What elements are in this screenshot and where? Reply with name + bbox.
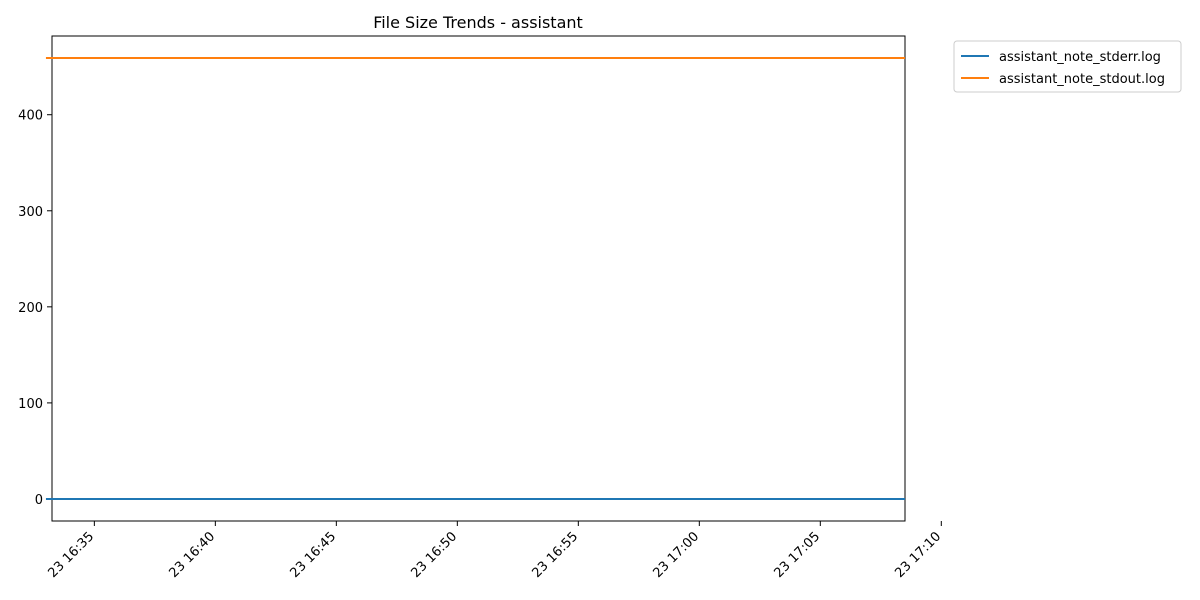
x-tick-label: 23 16:40 — [166, 529, 218, 581]
x-tick-label: 23 16:35 — [45, 529, 97, 581]
x-tick-label: 23 16:50 — [408, 529, 460, 581]
y-tick-label: 300 — [18, 205, 43, 220]
x-tick-label: 23 16:55 — [529, 529, 581, 581]
legend-label: assistant_note_stdout.log — [999, 72, 1165, 87]
legend: assistant_note_stderr.log assistant_note_… — [953, 40, 1182, 93]
x-tick-label: 23 17:10 — [892, 529, 944, 581]
legend-frame — [953, 40, 1182, 93]
chart-title: File Size Trends - assistant — [373, 13, 583, 32]
x-tick-label: 23 17:05 — [771, 529, 823, 581]
y-tick-label: 400 — [18, 109, 43, 124]
x-tick-label: 23 16:45 — [287, 529, 339, 581]
y-tick-label: 100 — [18, 397, 43, 412]
plot-area-frame — [51, 35, 906, 522]
x-axis: 23 16:35 23 16:40 23 16:45 23 16:50 23 16:55… — [45, 521, 944, 581]
x-tick-label: 23 17:00 — [650, 529, 702, 581]
y-axis: 0 100 200 300 400 — [18, 109, 52, 508]
legend-label: assistant_note_stderr.log — [999, 50, 1161, 65]
series-group — [45, 57, 905, 500]
y-tick-label: 0 — [35, 493, 43, 508]
y-tick-label: 200 — [18, 301, 43, 316]
